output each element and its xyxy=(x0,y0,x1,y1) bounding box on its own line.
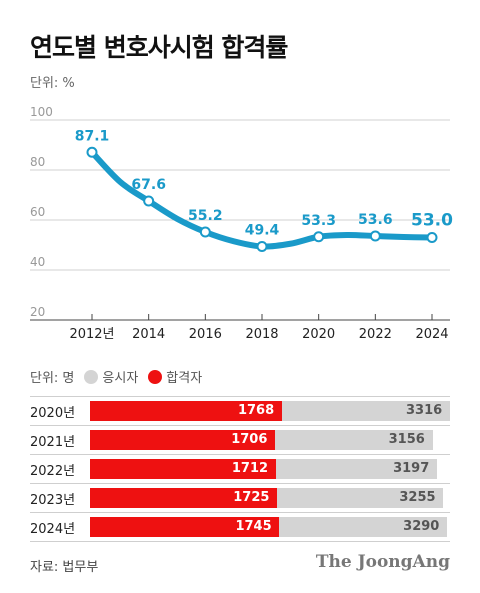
y-tick-label: 60 xyxy=(30,205,45,219)
line-chart: 20 40 60 80 100 2012년 2014 2016 2018 2020 2022 2024… xyxy=(30,105,453,342)
y-tick-label: 20 xyxy=(30,305,45,319)
x-tick-label: 2022 xyxy=(359,327,392,342)
bar-year-label: 2022년 xyxy=(30,464,76,479)
data-point xyxy=(143,195,155,207)
brand-logo: The JoongAng xyxy=(315,552,450,572)
passers-value: 1725 xyxy=(233,490,270,505)
y-tick-label: 80 xyxy=(30,155,45,169)
line-chart-unit: 단위: % xyxy=(30,76,75,91)
passers-bar xyxy=(90,401,282,421)
data-point xyxy=(313,231,325,243)
x-tick-label: 2012년 xyxy=(69,327,114,342)
legend-label-passers: 합격자 xyxy=(166,371,203,386)
data-label: 53.3 xyxy=(301,213,336,229)
data-point xyxy=(369,230,381,242)
bar-row: 2020년 1768 3316 xyxy=(30,396,450,425)
test-takers-value: 3316 xyxy=(406,403,443,418)
y-tick-label: 100 xyxy=(30,105,53,119)
passers-value: 1712 xyxy=(231,461,269,476)
bar-year-label: 2021년 xyxy=(30,435,76,450)
passers-bar xyxy=(90,488,278,508)
data-label: 49.4 xyxy=(245,223,280,239)
data-point xyxy=(256,241,268,252)
source-note: 자료: 법무부 xyxy=(30,560,99,575)
bar-row: 2022년 1712 3197 xyxy=(30,454,450,483)
bar-row: 2023년 1725 3255 xyxy=(30,483,450,512)
x-tick-label: 2014 xyxy=(132,327,165,342)
data-label: 55.2 xyxy=(188,208,223,224)
data-point xyxy=(426,232,438,243)
passers-value: 1706 xyxy=(231,432,268,447)
y-tick-label: 40 xyxy=(30,255,45,269)
passers-bar xyxy=(90,430,276,450)
data-label: 53.6 xyxy=(358,212,393,228)
passers-value: 1768 xyxy=(237,403,275,418)
data-point xyxy=(86,146,98,158)
test-takers-value: 3290 xyxy=(403,519,440,534)
bar-chart: 2020년 1768 3316 2021년 1706 3156 2022년 17… xyxy=(30,396,450,542)
test-takers-value: 3156 xyxy=(388,432,425,447)
x-tick-label: 2020 xyxy=(302,327,335,342)
data-label: 53.0 xyxy=(411,211,453,231)
chart-title: 연도별 변호사시험 합격률 xyxy=(30,33,288,62)
data-label: 87.1 xyxy=(75,128,110,144)
bar-year-label: 2023년 xyxy=(30,493,76,508)
data-point xyxy=(199,226,211,238)
passers-bar xyxy=(90,517,280,537)
data-label: 67.6 xyxy=(131,177,166,193)
legend-swatch-test-takers xyxy=(84,369,99,384)
passers-value: 1745 xyxy=(235,519,272,534)
legend-label-test-takers: 응시자 xyxy=(102,371,139,386)
test-takers-value: 3197 xyxy=(393,461,430,476)
x-tick-label: 2024 xyxy=(415,327,448,342)
bar-row: 2024년 1745 3290 xyxy=(30,512,450,542)
test-takers-value: 3255 xyxy=(399,490,436,505)
legend-swatch-passers xyxy=(148,369,163,384)
bar-legend: 단위: 명 응시자 합격자 xyxy=(30,367,202,386)
x-tick-label: 2018 xyxy=(245,327,278,342)
bar-year-label: 2020년 xyxy=(30,406,76,421)
bar-chart-unit: 단위: 명 xyxy=(30,371,75,386)
bar-year-label: 2024년 xyxy=(30,522,76,537)
passers-bar xyxy=(90,459,276,479)
bar-row: 2021년 1706 3156 xyxy=(30,425,450,454)
x-tick-label: 2016 xyxy=(189,327,222,342)
